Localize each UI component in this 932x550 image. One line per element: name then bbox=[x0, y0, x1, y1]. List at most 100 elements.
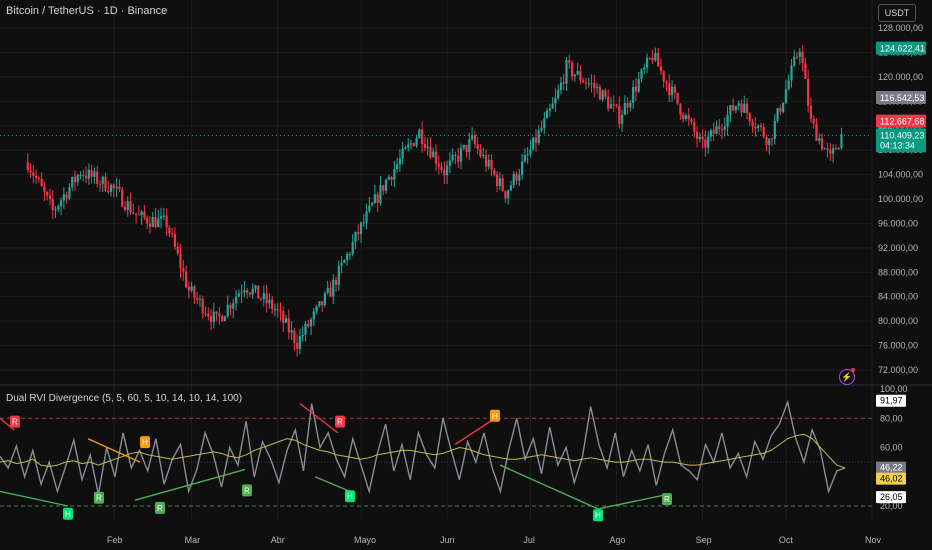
candle-body bbox=[532, 137, 535, 150]
price-badge bbox=[876, 90, 926, 104]
candle-body bbox=[109, 184, 113, 193]
candle-body bbox=[29, 170, 32, 173]
time-tick-label: Sep bbox=[696, 535, 712, 545]
candle-body bbox=[776, 108, 779, 121]
candle-body bbox=[757, 125, 760, 128]
candle-body bbox=[98, 183, 102, 185]
candle-body bbox=[690, 119, 693, 122]
lightning-icon[interactable]: ⚡ bbox=[839, 369, 855, 385]
candle-body bbox=[315, 306, 318, 312]
candle-body bbox=[323, 292, 327, 306]
candle-body bbox=[218, 313, 221, 316]
candle-body bbox=[262, 293, 265, 300]
candle-body bbox=[121, 189, 124, 207]
notification-dot bbox=[851, 368, 855, 372]
candle-body bbox=[287, 318, 290, 333]
candle-body bbox=[748, 113, 751, 122]
divergence-marker-box bbox=[155, 501, 165, 514]
candle-body bbox=[173, 234, 177, 247]
price-badge-label: 124.622,41 bbox=[880, 44, 925, 54]
candle-body bbox=[687, 115, 690, 120]
candle-body bbox=[273, 309, 277, 311]
candle-body bbox=[743, 103, 746, 113]
price-badge-label: 116.542,53 bbox=[880, 93, 924, 103]
candle-body bbox=[459, 148, 463, 162]
candle-body bbox=[787, 80, 790, 90]
candle-body bbox=[334, 279, 338, 285]
price-tick-label: 120.000,00 bbox=[878, 72, 923, 82]
candle-body bbox=[296, 342, 299, 349]
candle-body bbox=[251, 288, 254, 295]
divergence-marker-box bbox=[242, 484, 252, 497]
candle-body bbox=[143, 211, 146, 218]
candle-body bbox=[782, 102, 785, 112]
candle-body bbox=[440, 166, 443, 170]
candle-body bbox=[254, 285, 257, 289]
candle-body bbox=[40, 179, 43, 187]
candle-body bbox=[426, 146, 429, 148]
candle-body bbox=[504, 190, 507, 199]
candle-body bbox=[82, 174, 85, 176]
candle-body bbox=[201, 298, 204, 314]
candle-body bbox=[537, 130, 540, 143]
candle-body bbox=[607, 96, 610, 109]
candle-body bbox=[676, 92, 679, 104]
candle-body bbox=[657, 52, 660, 67]
candle-body bbox=[487, 159, 490, 167]
candle-body bbox=[209, 316, 213, 322]
time-tick-label: Mayo bbox=[354, 535, 376, 545]
candle-body bbox=[840, 134, 843, 149]
candle-body bbox=[137, 214, 140, 216]
candle-body bbox=[554, 98, 557, 104]
candle-body bbox=[165, 215, 168, 228]
candle-body bbox=[632, 86, 635, 103]
currency-selector[interactable]: USDT bbox=[878, 4, 916, 22]
candle-body bbox=[346, 253, 349, 261]
candle-body bbox=[779, 108, 782, 112]
candle-body bbox=[368, 205, 371, 212]
candle-body bbox=[668, 83, 671, 96]
candle-body bbox=[68, 187, 71, 199]
candle-body bbox=[79, 174, 82, 176]
candle-body bbox=[432, 151, 435, 158]
candle-body bbox=[293, 330, 296, 343]
divergence-marker-label: H bbox=[595, 511, 601, 520]
candle-body bbox=[234, 296, 238, 304]
candle-body bbox=[745, 103, 749, 114]
indicator-title: Dual RVI Divergence (5, 5, 60, 5, 10, 14… bbox=[6, 393, 243, 404]
candle-body bbox=[51, 199, 54, 210]
candle-body bbox=[770, 138, 774, 140]
candle-body bbox=[215, 311, 218, 314]
candle-body bbox=[362, 222, 365, 224]
candle-body bbox=[484, 155, 488, 167]
price-badge-label: 112.667,68 bbox=[880, 117, 924, 127]
rvi-tick-label: 20,00 bbox=[880, 501, 903, 511]
divergence-marker bbox=[155, 501, 165, 514]
candle-body bbox=[232, 303, 235, 309]
countdown-label: 04:13:34 bbox=[880, 140, 915, 150]
candle-body bbox=[815, 123, 818, 141]
candle-body bbox=[468, 139, 471, 152]
candle-body bbox=[65, 194, 68, 199]
candle-body bbox=[629, 102, 632, 108]
candle-body bbox=[193, 286, 196, 298]
candle-body bbox=[715, 126, 718, 134]
candle-body bbox=[534, 137, 538, 143]
candle-body bbox=[198, 298, 202, 300]
candle-body bbox=[312, 311, 315, 320]
candle-body bbox=[451, 154, 454, 161]
candle-body bbox=[773, 120, 776, 139]
price-badge bbox=[876, 41, 926, 55]
time-tick-label: Jun bbox=[440, 535, 455, 545]
candle-body bbox=[809, 106, 813, 119]
candle-body bbox=[379, 185, 382, 203]
price-badge bbox=[876, 114, 926, 128]
candle-body bbox=[401, 148, 404, 159]
candle-body bbox=[695, 131, 699, 139]
candle-body bbox=[309, 319, 313, 327]
rvi-value-badge bbox=[876, 491, 906, 504]
candle-body bbox=[707, 136, 710, 148]
candle-body bbox=[190, 286, 193, 291]
candle-body bbox=[271, 299, 274, 310]
